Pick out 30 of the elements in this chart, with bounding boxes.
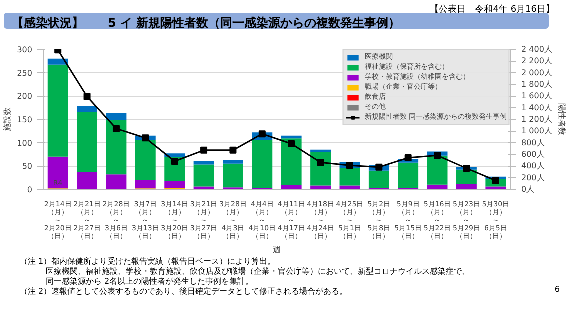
- y-tick-label: 250: [17, 68, 33, 78]
- y2-tick-label: 2 400人: [522, 45, 552, 54]
- y2-tick-label: 600人: [522, 150, 545, 159]
- text: 6: [554, 285, 560, 295]
- y2-tick-label: 0人: [522, 185, 535, 194]
- y-tick-label: 100: [17, 138, 33, 148]
- y2-tick-label: 1 000人: [522, 126, 552, 136]
- y-tick-label: 0: [27, 186, 33, 194]
- text: （注 1）都内保健所より受けた報告実績（報告日ベース）により算出。: [20, 257, 277, 267]
- y2-tick-label: 200人: [522, 173, 545, 182]
- y-tick-label: 50: [22, 162, 33, 172]
- y-tick-label: 300: [17, 46, 33, 54]
- text: 【公表日 令和4年 6月16日】: [0, 5, 555, 16]
- y2-tick-label: 1 800人: [522, 80, 552, 89]
- y2-tick-label: 800人: [522, 138, 545, 148]
- y2-tick-label: 1 200人: [522, 115, 552, 124]
- text: （注 2）速報値として公表するものであり、後日確定データとして修正される場合がある。: [20, 287, 348, 296]
- y2-tick-label: 400人: [522, 162, 545, 171]
- y-axis-title: 施設数: [3, 108, 12, 132]
- x-axis-title: 週: [273, 246, 281, 254]
- y2-tick-label: 2 000人: [522, 68, 552, 78]
- y2-tick-label: 1 600人: [522, 92, 552, 101]
- chart-title: 【感染状況】 5 イ 新規陽性者数（同一感染源からの複数発生事例）: [12, 16, 401, 30]
- text: 同一感染源から 2名以上の陽性者が発生した事例を集計。: [46, 277, 254, 286]
- y-tick-label: 150: [17, 116, 33, 124]
- y2-tick-label: 1 400人: [522, 103, 552, 112]
- y2-axis-title: 陽性者数: [557, 104, 566, 136]
- text: 医療機関、福祉施設、学校・教育施設、飲食店及び職場（企業・官公庁等）において、新型コロナウイルス感染症で、: [45, 267, 471, 277]
- y-tick-label: 200: [17, 92, 33, 102]
- y2-tick-label: 2 200人: [522, 56, 552, 66]
